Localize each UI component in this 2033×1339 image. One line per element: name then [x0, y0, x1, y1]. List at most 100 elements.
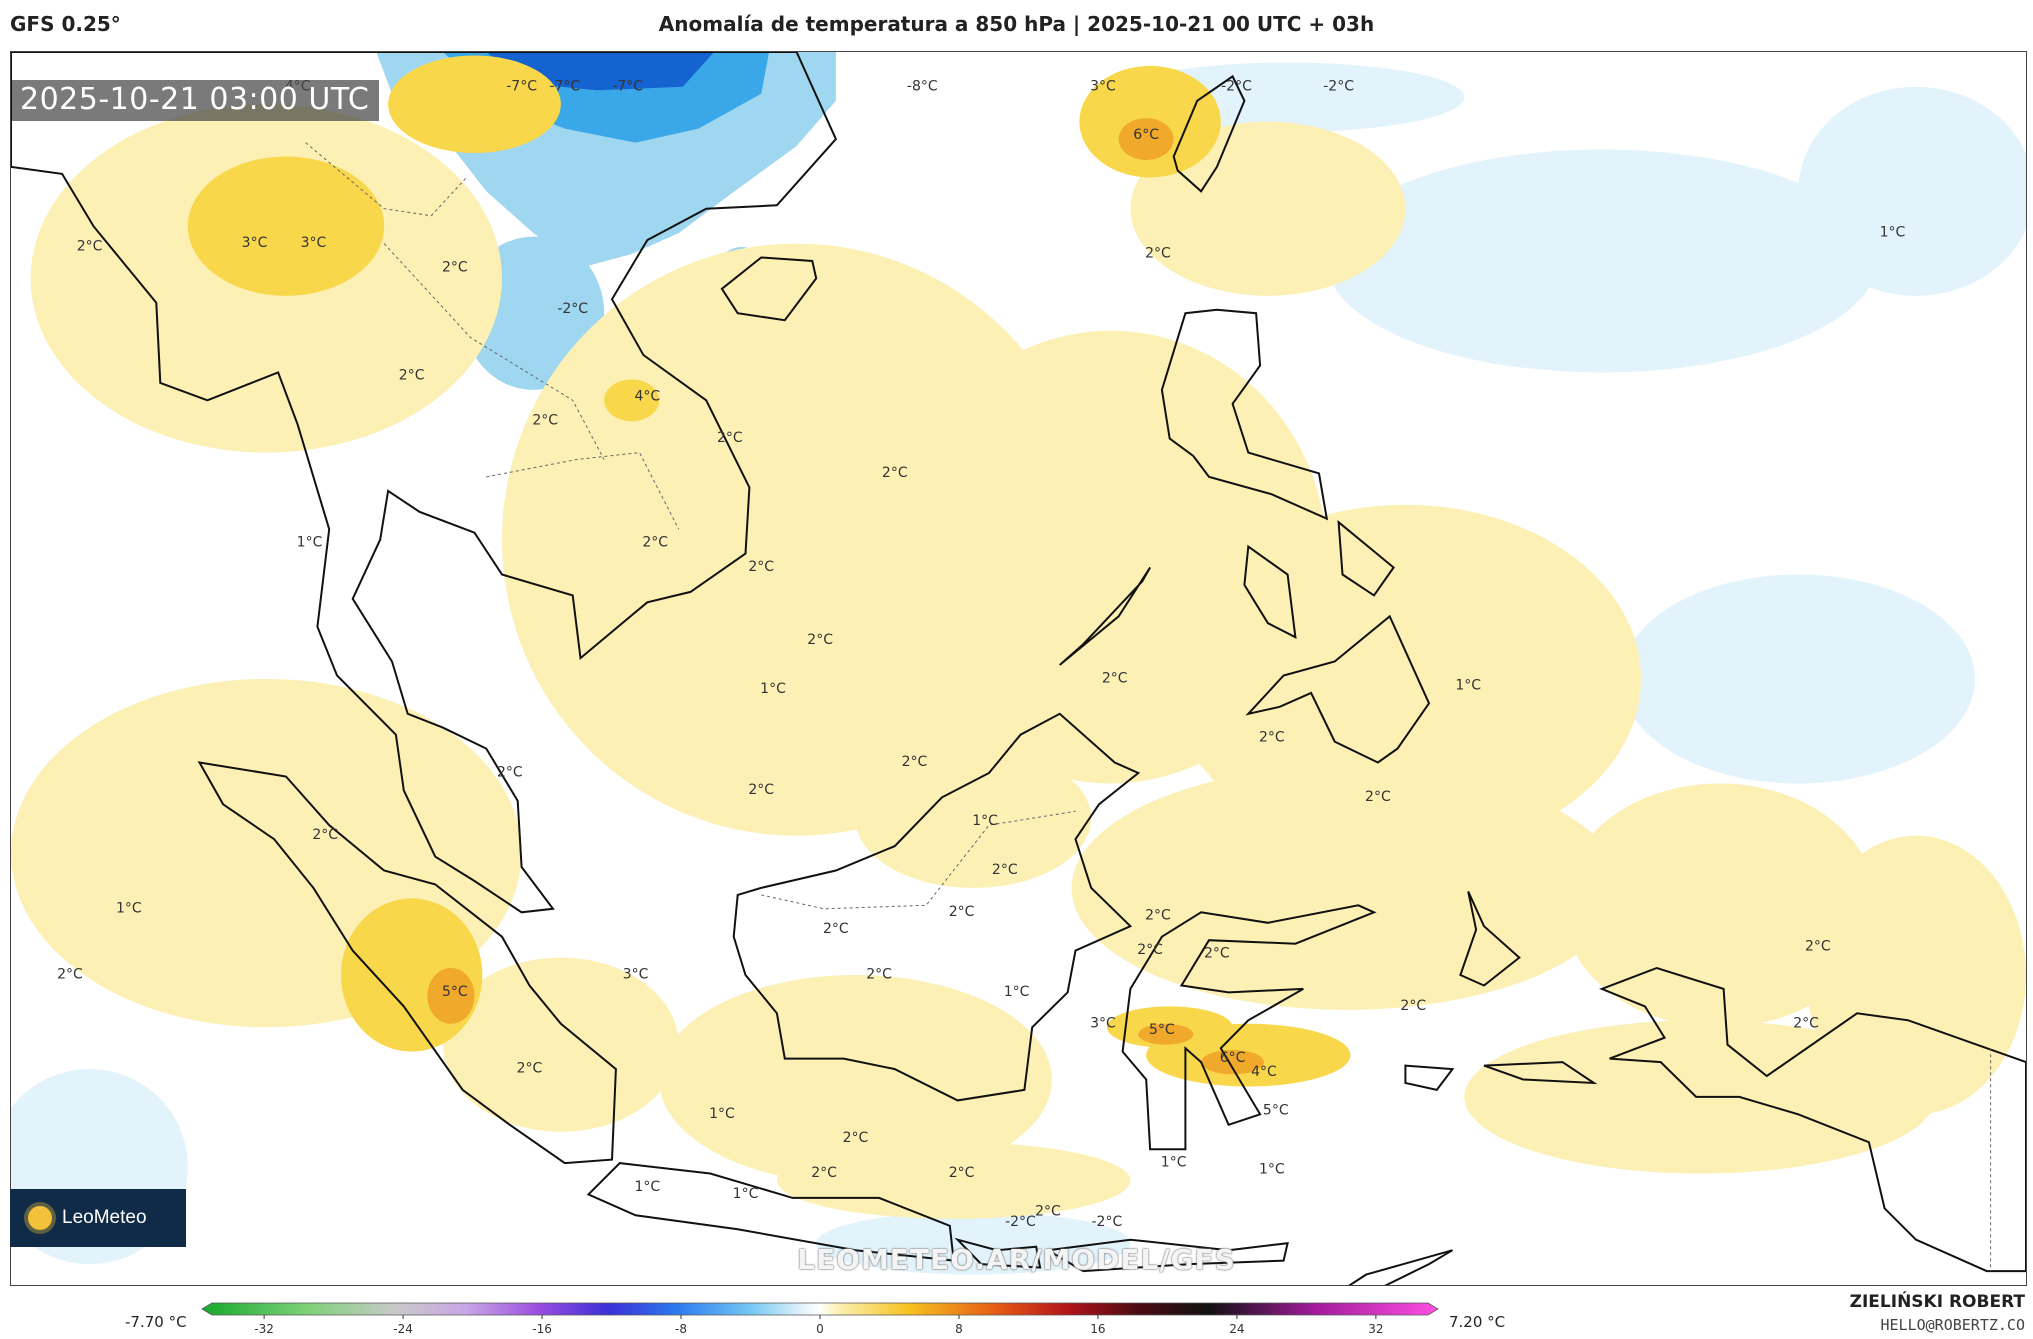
author-email: HELLO@ROBERTZ.CO	[1880, 1316, 2026, 1334]
colorbar-tick-label: -32	[254, 1322, 274, 1336]
colorbar-tick-label: 24	[1229, 1322, 1244, 1336]
coastline-sulawesi	[1121, 904, 1377, 1151]
contour-label: 2°C	[748, 559, 774, 575]
coastline-seram	[1483, 1061, 1598, 1085]
contour-label: -7°C	[549, 78, 580, 94]
contour-label: 5°C	[1263, 1102, 1289, 1118]
contour-label: 2°C	[843, 1130, 869, 1146]
map-area[interactable]: -7°C -7°C -7°C -8°C 3°C -2°C -2°C 4°C 6°C 2°C 1°C 2…	[10, 51, 2027, 1286]
coastline-sumatra	[197, 761, 617, 1165]
contour-label: 2°C	[1204, 946, 1230, 962]
warm-anomaly-core-6	[388, 55, 561, 154]
coastline-luzon	[1160, 308, 1329, 521]
coastline-java	[586, 1162, 955, 1262]
warm-anomaly-core-2	[187, 156, 385, 296]
warm-anomaly-area-13	[855, 748, 1092, 888]
contour-label: 1°C	[1455, 677, 1481, 693]
contour-label: -2°C	[1092, 1214, 1123, 1230]
contour-label: 5°C	[442, 984, 468, 1000]
contour-label: 2°C	[1102, 670, 1128, 686]
contour-label: 2°C	[1035, 1203, 1061, 1219]
contour-label: -7°C	[506, 78, 537, 94]
admin-border-0	[305, 142, 467, 217]
contour-label: 2°C	[1805, 939, 1831, 955]
contour-label: 2°C	[517, 1061, 543, 1077]
colorbar-tick-label: -24	[393, 1322, 413, 1336]
coastline-palawan	[1059, 566, 1151, 666]
colorbar-tick-label: -16	[532, 1322, 552, 1336]
contour-label: 5°C	[1149, 1022, 1175, 1038]
warm-anomaly-area-7	[1130, 121, 1406, 296]
colorbar-tick-label: 8	[955, 1322, 963, 1336]
contour-label: 2°C	[312, 827, 338, 843]
warm-anomaly-area-12	[443, 957, 679, 1132]
cool-patch-philippine-sea	[1326, 149, 1877, 373]
contour-label: 1°C	[1259, 1162, 1285, 1178]
contour-label: 3°C	[242, 235, 268, 251]
contour-label: 3°C	[1090, 78, 1116, 94]
contour-label: 2°C	[1145, 907, 1171, 923]
coastline-new-guinea	[1599, 966, 2026, 1273]
contour-label: 2°C	[532, 413, 558, 429]
contour-label: 2°C	[992, 862, 1018, 878]
coastline-visayas-samar	[1337, 519, 1395, 597]
admin-border-3	[761, 810, 1076, 910]
contour-label: 2°C	[949, 1165, 975, 1181]
valid-time-badge: 2025-10-21 03:00 UTC	[12, 80, 380, 121]
contour-label: 2°C	[1365, 789, 1391, 805]
coastline-taiwan	[1172, 74, 1246, 193]
contour-label: 3°C	[301, 235, 327, 251]
cool-patch-east	[1798, 86, 2026, 296]
sun-icon	[28, 1206, 52, 1230]
contour-label: 1°C	[1880, 225, 1906, 241]
contour-label: 6°C	[1133, 127, 1159, 143]
coastline-bali-lombok	[954, 1237, 1042, 1269]
warm-anomaly-area-10	[776, 1142, 1131, 1219]
coastline-indochina	[11, 52, 838, 914]
contour-label: 3°C	[623, 966, 649, 982]
contour-label: 2°C	[1137, 942, 1163, 958]
contour-label: 2°C	[866, 966, 892, 982]
contour-label: 4°C	[634, 388, 660, 404]
admin-border-1	[383, 243, 605, 460]
warm-anomaly-peak-3	[1201, 1049, 1264, 1075]
coastline-layer	[11, 52, 2026, 1285]
contour-label: -7°C	[612, 78, 643, 94]
contour-label: 6°C	[1220, 1050, 1246, 1066]
contour-label: -2°C	[1221, 78, 1252, 94]
colorbar-min-label: -7.70 °C	[125, 1313, 187, 1331]
contour-label: 1°C	[1161, 1155, 1187, 1171]
contour-label: 2°C	[399, 367, 425, 383]
contour-label: 1°C	[733, 1186, 759, 1202]
warm-anomaly-area-3	[1071, 766, 1622, 1010]
contour-label: -8°C	[907, 78, 938, 94]
warm-anomaly-area-9	[659, 975, 1052, 1184]
contour-label: 1°C	[634, 1179, 660, 1195]
contour-label: 2°C	[1259, 730, 1285, 746]
contour-label: 2°C	[1400, 998, 1426, 1014]
cool-patch-pacific	[1621, 574, 1975, 784]
contour-label: 2°C	[748, 782, 774, 798]
warm-anomaly-peak-2	[1138, 1023, 1194, 1045]
contour-label: 1°C	[297, 535, 323, 551]
contour-label: 4°C	[1251, 1064, 1277, 1080]
coastline-panay-negros	[1243, 544, 1297, 639]
contour-label: 2°C	[811, 1165, 837, 1181]
contour-label: 2°C	[57, 966, 83, 982]
contour-label: 2°C	[902, 754, 928, 770]
author-credit: ZIELIŃSKI ROBERT	[1849, 1292, 2025, 1312]
leometeo-logo[interactable]: LeoMeteo	[10, 1189, 186, 1247]
warm-anomaly-peak-0	[1118, 118, 1174, 160]
contour-label: 2°C	[823, 921, 849, 937]
colorbar-tick-label: 16	[1090, 1322, 1105, 1336]
map-title: Anomalía de temperatura a 850 hPa | 2025…	[658, 12, 1375, 36]
colorbar-tick-label: 32	[1368, 1322, 1383, 1336]
contour-label: -2°C	[1005, 1214, 1036, 1230]
contour-label: 2°C	[642, 535, 668, 551]
contour-label: 2°C	[717, 430, 743, 446]
contour-label: 1°C	[760, 681, 786, 697]
source-watermark: LEOMETEO.AR/MODEL/GFS	[797, 1243, 1236, 1276]
contour-label: 2°C	[807, 632, 833, 648]
coastline-hainan	[720, 256, 818, 322]
contour-label: 2°C	[77, 239, 103, 255]
